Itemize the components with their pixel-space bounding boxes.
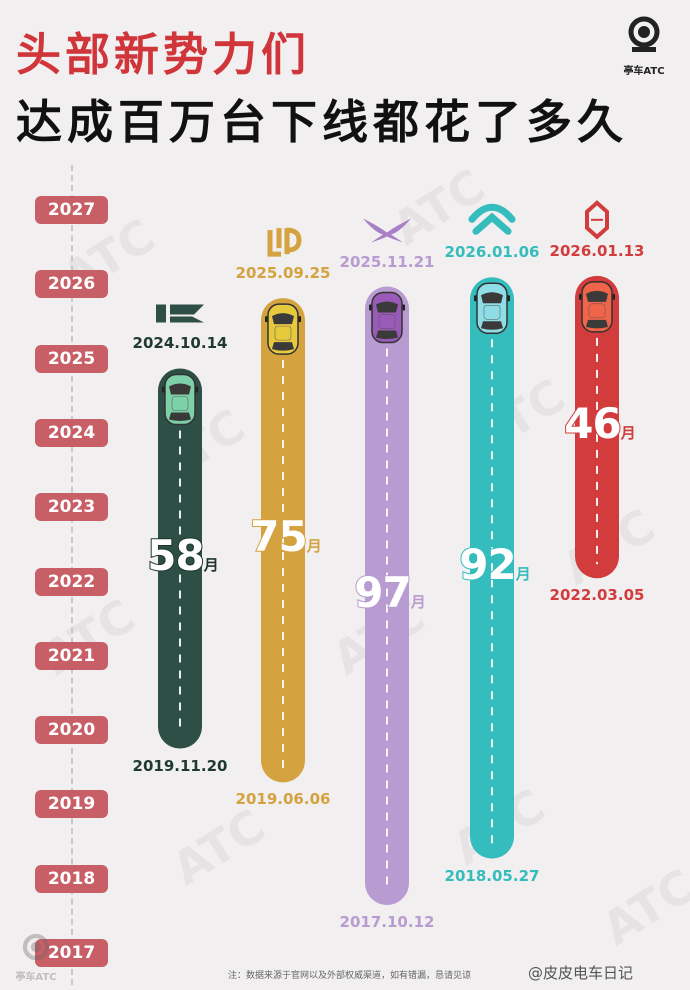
- li-end-date: 2024.10.14: [132, 334, 228, 353]
- li-start-date: 2019.11.20: [132, 756, 228, 775]
- year-tick-2024: 2024: [35, 418, 108, 447]
- car-icon: [265, 303, 301, 355]
- corner-watermark-text: 亭车ATC: [15, 972, 57, 983]
- leapmotor-start-date: 2019.06.06: [235, 790, 331, 809]
- aito-start-date: 2022.03.05: [549, 586, 645, 605]
- year-tick-2023: 2023: [35, 493, 108, 522]
- brand-emblem-icon: [628, 16, 660, 52]
- aito-months-value: 46: [563, 398, 622, 449]
- year-tick-2027: 2027: [35, 196, 108, 224]
- source-note: 注：数据来源于官网以及外部权威渠道，如有错漏，恳请见谅: [228, 971, 472, 981]
- li-months-value: 58: [146, 530, 205, 581]
- year-tick-2022: 2022: [35, 567, 108, 596]
- li-months-label: 58月: [128, 530, 238, 581]
- year-tick-2026: 2026: [35, 270, 108, 299]
- nio-start-date: 2018.05.27: [444, 866, 540, 885]
- brand-logo: 亭车ATC: [612, 12, 676, 77]
- leapmotor-logo-icon: [267, 227, 302, 257]
- nio-end-date: 2026.01.06: [444, 243, 540, 262]
- xpeng-months-unit: 月: [410, 592, 426, 611]
- year-tick-2019: 2019: [35, 790, 108, 819]
- leapmotor-months-label: 75月: [231, 511, 341, 562]
- car-icon: [579, 281, 615, 333]
- car-icon: [369, 291, 405, 344]
- xpeng-months-value: 97: [353, 567, 412, 618]
- year-tick-2018: 2018: [35, 864, 108, 893]
- year-tick-2025: 2025: [35, 344, 108, 373]
- xpeng-logo-icon: [363, 218, 411, 243]
- weibo-handle: @皮皮电车日记: [528, 964, 634, 982]
- nio-months-label: 92月: [440, 539, 550, 590]
- nio-logo-icon: [468, 203, 516, 235]
- year-tick-2017: 2017: [35, 939, 108, 967]
- title-line-2: 达成百万台下线都花了多久: [16, 95, 628, 149]
- aito-months-unit: 月: [620, 424, 636, 443]
- corner-emblem-icon: [22, 933, 50, 961]
- xpeng-start-date: 2017.10.12: [339, 913, 435, 931]
- xpeng-end-date: 2025.11.21: [339, 252, 435, 271]
- car-icon: [474, 282, 510, 335]
- aito-months-label: 46月: [545, 398, 655, 449]
- title-line-1: 头部新势力们: [16, 28, 311, 81]
- li-months-unit: 月: [203, 555, 219, 574]
- li-logo-icon: [156, 304, 204, 323]
- nio-months-value: 92: [458, 539, 517, 590]
- year-tick-2021: 2021: [35, 641, 108, 670]
- aito-logo-icon: [585, 200, 609, 240]
- car-icon: [162, 373, 198, 426]
- aito-bar: [575, 275, 619, 579]
- aito-end-date: 2026.01.13: [549, 241, 645, 260]
- leapmotor-end-date: 2025.09.25: [235, 264, 331, 283]
- leapmotor-months-unit: 月: [306, 537, 322, 556]
- brand-name: 亭车ATC: [623, 66, 665, 77]
- corner-watermark: 亭车ATC: [8, 930, 64, 983]
- leapmotor-months-value: 75: [249, 511, 308, 562]
- year-tick-2020: 2020: [35, 716, 108, 745]
- xpeng-months-label: 97月: [335, 567, 445, 618]
- nio-months-unit: 月: [515, 564, 531, 583]
